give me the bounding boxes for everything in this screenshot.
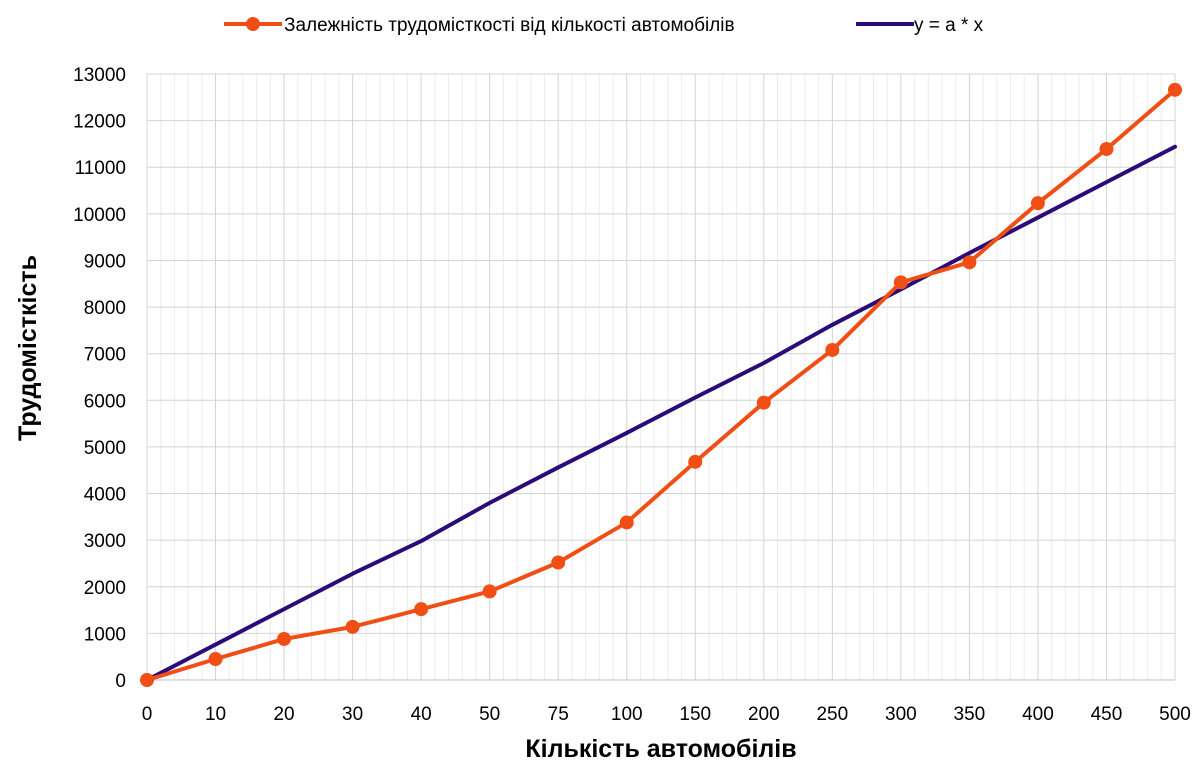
grid xyxy=(146,73,1176,681)
y-tick-label: 5000 xyxy=(84,438,126,459)
x-tick-label: 200 xyxy=(748,704,780,725)
y-tick-label: 3000 xyxy=(84,531,126,552)
data-point xyxy=(482,584,497,599)
data-point xyxy=(414,602,429,617)
y-tick-label: 13000 xyxy=(73,65,126,86)
data-point xyxy=(962,255,977,270)
series-line-0 xyxy=(145,87,1177,682)
y-tick-label: 0 xyxy=(115,671,126,692)
data-point xyxy=(208,652,223,667)
x-tick-label: 250 xyxy=(816,704,848,725)
x-tick-label: 450 xyxy=(1091,704,1123,725)
data-point xyxy=(345,619,360,634)
data-point xyxy=(756,395,771,410)
legend-label: Залежність трудомісткості від кількості … xyxy=(284,15,735,36)
y-tick-label: 6000 xyxy=(84,391,126,412)
x-tick-label: 75 xyxy=(548,704,569,725)
y-tick-label: 4000 xyxy=(84,485,126,506)
data-point xyxy=(1030,196,1045,211)
data-point xyxy=(1168,82,1182,97)
x-tick-label: 0 xyxy=(142,704,153,725)
legend-label: y = a * x xyxy=(914,15,984,36)
data-point xyxy=(277,631,292,646)
y-tick-label: 9000 xyxy=(84,251,126,272)
y-tick-label: 10000 xyxy=(73,205,126,226)
x-axis-title: Кількість автомобілів xyxy=(525,735,796,763)
y-tick-label: 2000 xyxy=(84,578,126,599)
series-group xyxy=(140,82,1182,687)
x-tick-label: 40 xyxy=(411,704,432,725)
x-tick-label: 10 xyxy=(205,704,226,725)
data-point xyxy=(619,515,634,530)
data-point xyxy=(893,275,908,290)
y-tick-label: 8000 xyxy=(84,298,126,319)
y-tick-label: 11000 xyxy=(75,158,126,179)
data-point xyxy=(1099,142,1114,157)
x-tick-label: 150 xyxy=(679,704,711,725)
legend-marker-swatch xyxy=(246,17,260,31)
x-tick-label: 20 xyxy=(273,704,294,725)
x-tick-label: 50 xyxy=(479,704,500,725)
data-point xyxy=(140,673,154,687)
x-tick-label: 350 xyxy=(954,704,986,725)
data-point xyxy=(825,342,840,357)
y-tick-label: 12000 xyxy=(73,112,126,133)
y-tick-label: 7000 xyxy=(84,345,126,366)
series-line-1 xyxy=(145,144,1177,682)
x-tick-label: 300 xyxy=(885,704,917,725)
axes: 0100020003000400050006000700080009000100… xyxy=(73,65,1191,725)
data-point xyxy=(551,555,566,570)
x-tick-label: 100 xyxy=(611,704,643,725)
y-axis-title: Трудомісткість xyxy=(14,255,42,441)
data-point xyxy=(688,454,703,469)
legend: Залежність трудомісткості від кількості … xyxy=(224,15,984,36)
x-tick-label: 30 xyxy=(342,704,363,725)
x-tick-label: 500 xyxy=(1159,704,1191,725)
x-tick-label: 400 xyxy=(1022,704,1054,725)
y-tick-label: 1000 xyxy=(84,624,126,645)
